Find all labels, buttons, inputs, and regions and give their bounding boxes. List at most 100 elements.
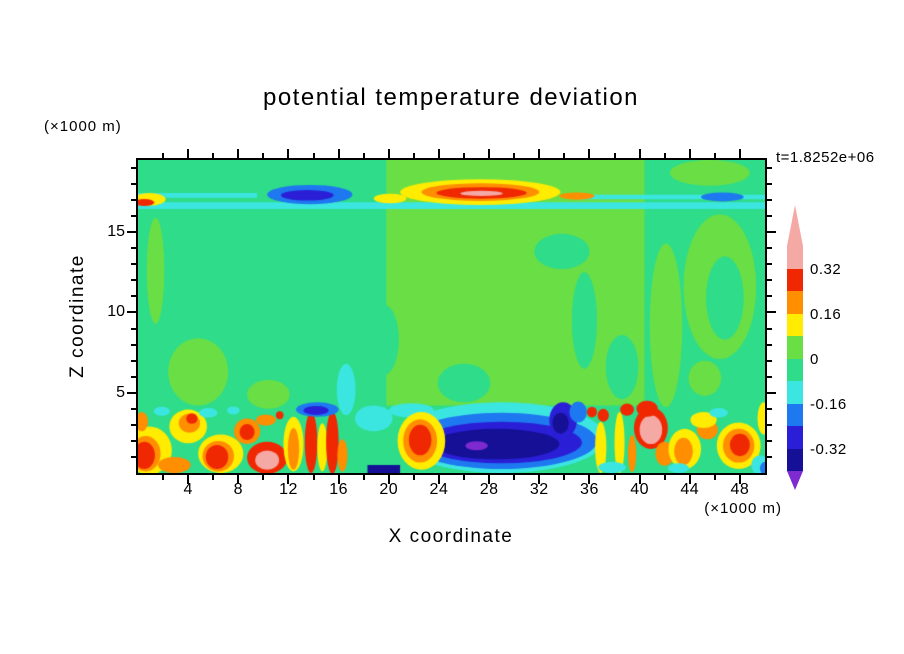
- y-tick-label: 15: [107, 223, 125, 241]
- colorbar-band-ygreen: [787, 336, 803, 359]
- tick-mark: [162, 153, 165, 158]
- tick-mark: [237, 475, 240, 484]
- tick-mark: [767, 343, 772, 346]
- tick-mark: [437, 475, 440, 484]
- colorbar-bands: [787, 246, 803, 471]
- tick-mark: [312, 475, 315, 480]
- x-tick-label: 40: [630, 481, 649, 498]
- tick-mark: [162, 475, 165, 480]
- tick-mark: [437, 149, 440, 158]
- tick-mark: [287, 475, 290, 484]
- x-tick-label: 20: [379, 481, 399, 498]
- x-tick-label: 28: [479, 481, 499, 498]
- tick-mark: [738, 475, 741, 484]
- colorbar-band-red: [787, 268, 803, 291]
- tick-mark: [187, 149, 190, 158]
- y-axis-title: Z coordinate: [67, 254, 88, 378]
- tick-mark: [488, 149, 491, 158]
- tick-mark: [767, 279, 772, 282]
- x-axis-unit-label: (×1000 m): [704, 500, 782, 517]
- tick-mark: [767, 295, 772, 298]
- tick-mark: [463, 475, 466, 480]
- tick-mark: [538, 475, 541, 484]
- plot-frame: [136, 158, 767, 475]
- colorbar-band-blue: [787, 403, 803, 426]
- tick-mark: [212, 475, 215, 480]
- colorbar: [787, 205, 803, 490]
- tick-mark: [287, 149, 290, 158]
- colorbar-band-yellow: [787, 313, 803, 336]
- tick-mark: [638, 149, 641, 158]
- y-tick-label: 10: [107, 303, 125, 321]
- tick-mark: [713, 475, 716, 480]
- colorbar-label: -0.16: [810, 395, 847, 413]
- tick-mark: [767, 167, 772, 170]
- tick-mark: [488, 475, 491, 484]
- tick-mark: [767, 359, 772, 362]
- tick-mark: [131, 343, 136, 346]
- chart-title: potential temperature deviation: [262, 84, 640, 111]
- x-tick-label: 4: [183, 481, 193, 498]
- tick-mark: [767, 231, 776, 234]
- time-annotation: t=1.8252e+06: [776, 149, 875, 166]
- tick-mark: [767, 407, 772, 410]
- tick-mark: [337, 149, 340, 158]
- x-tick-label: 48: [730, 481, 750, 498]
- tick-mark: [131, 215, 136, 218]
- tick-mark: [212, 153, 215, 158]
- tick-mark: [387, 475, 390, 484]
- tick-mark: [767, 311, 776, 314]
- tick-mark: [127, 231, 136, 234]
- colorbar-arrow-up: [787, 205, 803, 246]
- tick-mark: [767, 215, 772, 218]
- tick-mark: [563, 153, 566, 158]
- tick-mark: [738, 149, 741, 158]
- tick-mark: [131, 167, 136, 170]
- tick-mark: [663, 153, 666, 158]
- tick-mark: [767, 391, 776, 394]
- tick-mark: [663, 475, 666, 480]
- tick-mark: [131, 247, 136, 250]
- x-axis-title: X coordinate: [388, 526, 514, 547]
- colorbar-label: 0: [810, 350, 819, 368]
- tick-mark: [131, 439, 136, 442]
- tick-mark: [312, 153, 315, 158]
- colorbar-band-dblue: [787, 426, 803, 449]
- tick-mark: [767, 183, 772, 186]
- colorbar-label: -0.32: [810, 440, 847, 458]
- tick-mark: [767, 455, 772, 458]
- tick-mark: [638, 475, 641, 484]
- tick-mark: [412, 153, 415, 158]
- x-tick-label: 44: [680, 481, 700, 498]
- tick-mark: [613, 153, 616, 158]
- y-tick-label: 5: [116, 383, 125, 401]
- tick-mark: [362, 153, 365, 158]
- colorbar-label: 0.32: [810, 260, 842, 278]
- tick-mark: [131, 327, 136, 330]
- tick-mark: [362, 475, 365, 480]
- tick-mark: [588, 475, 591, 484]
- tick-mark: [131, 375, 136, 378]
- tick-mark: [127, 311, 136, 314]
- colorbar-band-orange: [787, 291, 803, 314]
- colorbar-label: 0.16: [810, 305, 842, 323]
- x-tick-label: 32: [529, 481, 549, 498]
- colorbar-band-pink: [787, 246, 803, 269]
- tick-mark: [131, 279, 136, 282]
- colorbar-band-gspring: [787, 358, 803, 381]
- x-tick-label: 24: [429, 481, 449, 498]
- tick-mark: [127, 391, 136, 394]
- tick-mark: [688, 475, 691, 484]
- tick-mark: [513, 475, 516, 480]
- x-tick-label: 8: [233, 481, 244, 498]
- tick-mark: [131, 199, 136, 202]
- tick-mark: [412, 475, 415, 480]
- tick-mark: [337, 475, 340, 484]
- x-tick-label: 16: [329, 481, 349, 498]
- colorbar-band-navy: [787, 448, 803, 471]
- tick-mark: [767, 439, 772, 442]
- tick-mark: [131, 359, 136, 362]
- tick-mark: [463, 153, 466, 158]
- contour-plot-canvas: [138, 160, 765, 473]
